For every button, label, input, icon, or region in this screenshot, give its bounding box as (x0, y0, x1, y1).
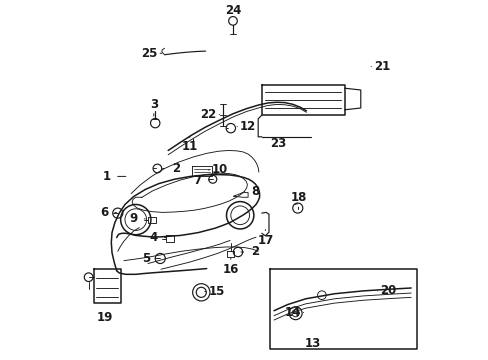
Text: 22: 22 (200, 108, 216, 121)
Text: 7: 7 (193, 174, 202, 186)
Text: 25: 25 (141, 47, 157, 60)
Text: 1: 1 (102, 170, 111, 183)
Text: 20: 20 (380, 284, 396, 297)
Text: 4: 4 (149, 231, 158, 244)
Text: 2: 2 (172, 162, 180, 175)
Text: 24: 24 (224, 4, 241, 17)
Text: 10: 10 (211, 163, 228, 176)
Text: 6: 6 (100, 206, 108, 219)
Text: 11: 11 (181, 140, 198, 153)
Text: 16: 16 (222, 263, 239, 276)
Text: 23: 23 (270, 137, 286, 150)
Text: 8: 8 (251, 185, 259, 198)
Text: 17: 17 (257, 234, 273, 247)
Text: 3: 3 (149, 98, 158, 111)
Text: 12: 12 (240, 120, 256, 133)
Text: 19: 19 (97, 311, 113, 324)
Text: 18: 18 (290, 191, 306, 204)
Text: 13: 13 (304, 337, 320, 350)
Text: 5: 5 (142, 252, 150, 265)
Text: 15: 15 (208, 285, 224, 298)
Text: 21: 21 (373, 60, 389, 73)
Text: 2: 2 (251, 246, 259, 258)
Text: 9: 9 (129, 212, 138, 225)
Text: 14: 14 (284, 306, 300, 319)
